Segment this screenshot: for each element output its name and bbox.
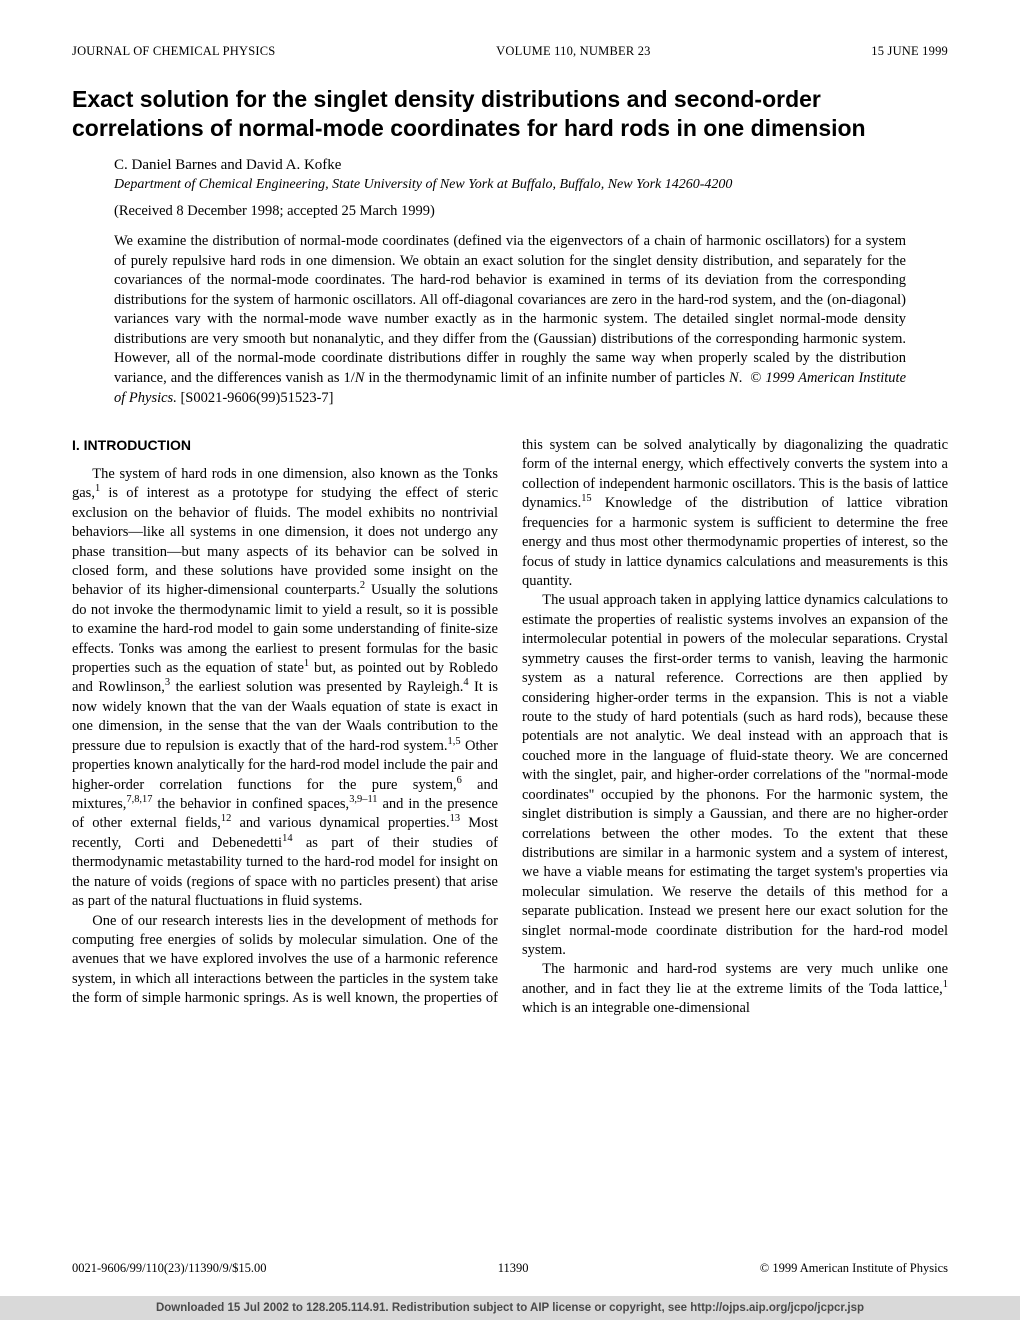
running-head: JOURNAL OF CHEMICAL PHYSICS VOLUME 110, … <box>72 44 948 59</box>
affiliation: Department of Chemical Engineering, Stat… <box>114 176 948 194</box>
footer-page-number: 11390 <box>498 1261 529 1276</box>
section-heading: I. INTRODUCTION <box>72 436 498 455</box>
body-paragraph: The harmonic and hard-rod systems are ve… <box>522 960 948 1018</box>
abstract: We examine the distribution of normal-mo… <box>114 232 906 408</box>
footer-copyright: © 1999 American Institute of Physics <box>760 1261 948 1276</box>
runhead-volume: VOLUME 110, NUMBER 23 <box>496 44 650 59</box>
download-bar: Downloaded 15 Jul 2002 to 128.205.114.91… <box>0 1296 1020 1320</box>
body-columns: I. INTRODUCTION The system of hard rods … <box>72 436 948 1019</box>
received-line: (Received 8 December 1998; accepted 25 M… <box>114 203 948 220</box>
body-paragraph: The usual approach taken in applying lat… <box>522 591 948 960</box>
body-paragraph: The system of hard rods in one dimension… <box>72 465 498 912</box>
runhead-date: 15 JUNE 1999 <box>871 44 948 59</box>
authors: C. Daniel Barnes and David A. Kofke <box>114 157 948 174</box>
runhead-journal: JOURNAL OF CHEMICAL PHYSICS <box>72 44 275 59</box>
page-footer: 0021-9606/99/110(23)/11390/9/$15.00 1139… <box>72 1261 948 1276</box>
article-title: Exact solution for the singlet density d… <box>72 85 948 143</box>
footer-left: 0021-9606/99/110(23)/11390/9/$15.00 <box>72 1261 267 1276</box>
